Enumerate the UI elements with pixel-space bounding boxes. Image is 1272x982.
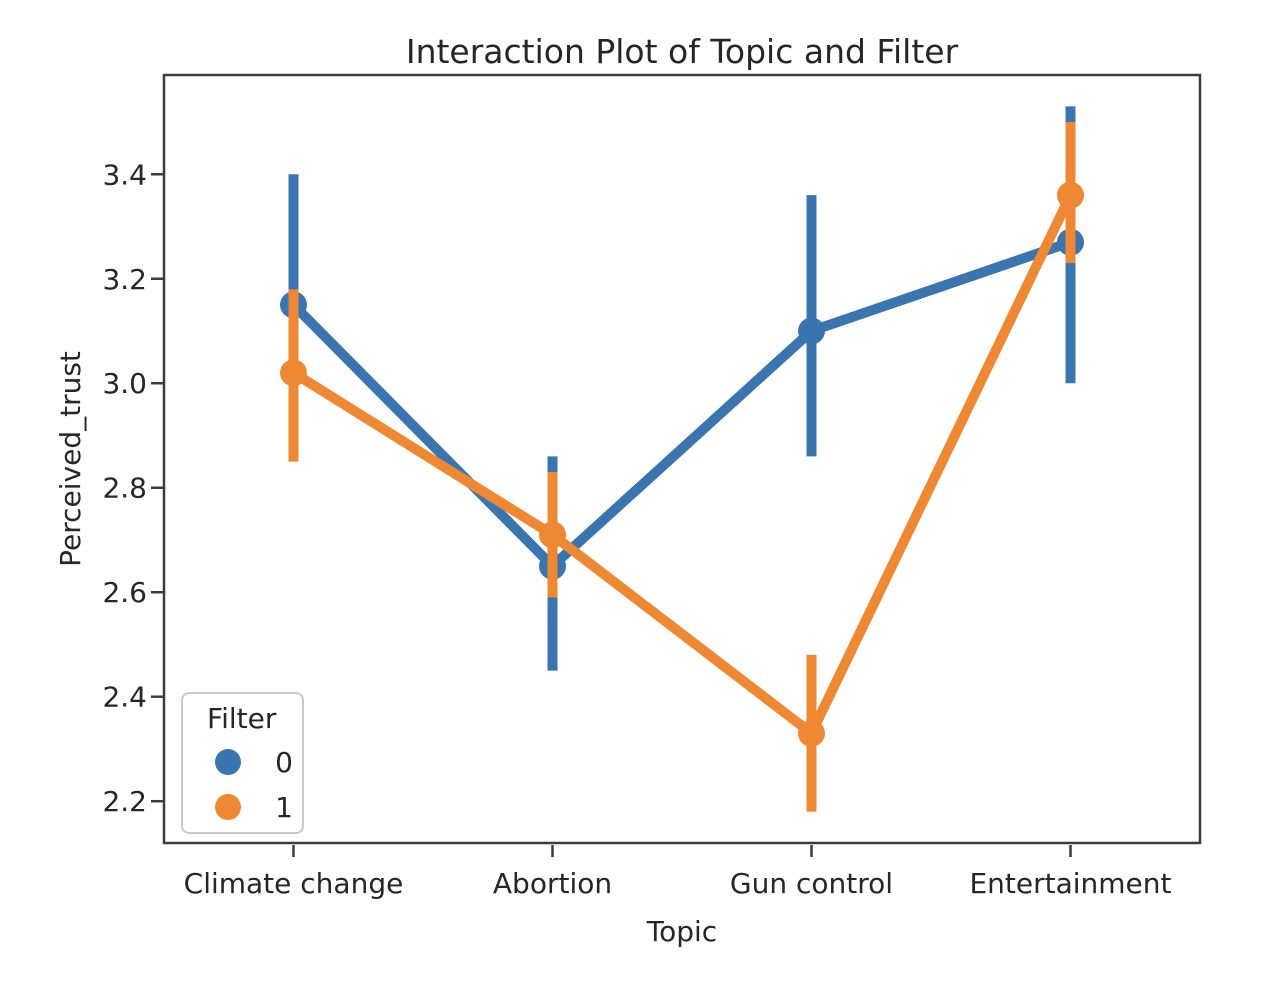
series-group [280, 106, 1084, 812]
x-tick-label: Abortion [493, 867, 612, 900]
x-axis-label: Topic [646, 915, 717, 948]
plot-border [162, 73, 1202, 845]
legend-label: 0 [275, 746, 293, 779]
y-tick-label: 3.4 [102, 158, 147, 191]
x-tick-label: Entertainment [969, 867, 1171, 900]
axes: 2.2 2.4 2.6 2.8 3.0 3.2 3.4 Climate change Abort… [102, 158, 1171, 900]
data-point-marker [1057, 181, 1084, 209]
legend: Filter 01 [181, 692, 304, 834]
data-point-marker [539, 521, 566, 549]
data-point-marker [798, 317, 825, 345]
data-point-marker [280, 359, 307, 387]
x-tick-label: Gun control [730, 867, 893, 900]
legend-entries: 01 [215, 746, 293, 824]
series-line-0 [289, 237, 1073, 572]
y-axis-label: Perceived_trust [54, 351, 87, 567]
y-tick-label: 2.4 [102, 681, 147, 714]
y-tick-label: 3.2 [102, 263, 147, 296]
y-tick-label: 2.8 [102, 472, 147, 505]
chart-title: Interaction Plot of Topic and Filter [406, 32, 959, 71]
y-tick-label: 3.0 [102, 367, 147, 400]
y-tick-label: 2.6 [102, 576, 147, 609]
data-point-marker [798, 719, 825, 747]
legend-title: Filter [207, 702, 277, 735]
y-tick-label: 2.2 [102, 785, 147, 818]
series-line-1 [290, 192, 1076, 739]
legend-marker [215, 794, 241, 820]
legend-marker [215, 749, 241, 775]
legend-label: 1 [275, 791, 293, 824]
x-tick-label: Climate change [184, 867, 404, 900]
legend-box [181, 692, 304, 834]
